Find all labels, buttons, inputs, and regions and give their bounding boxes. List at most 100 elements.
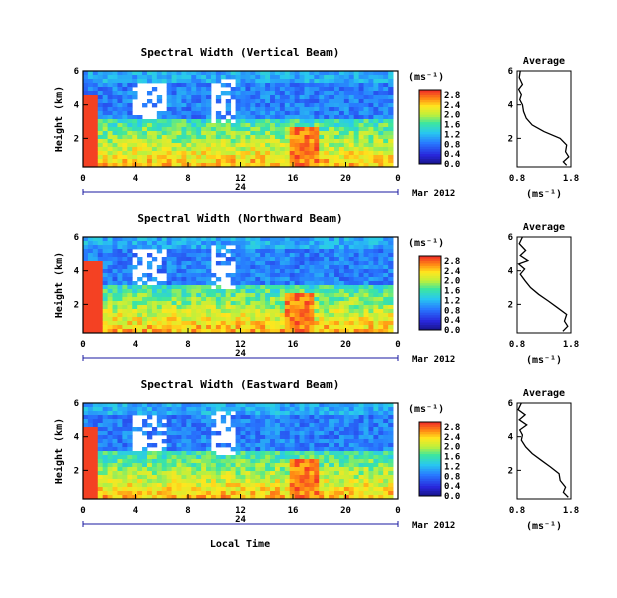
- heatmap-cell: [314, 71, 320, 76]
- heatmap-cell: [334, 471, 340, 476]
- heatmap-cell: [102, 99, 109, 104]
- heatmap-cell: [92, 75, 99, 80]
- heatmap-cell: [363, 427, 369, 432]
- heatmap-cell: [363, 265, 369, 270]
- heatmap-cell: [265, 475, 271, 480]
- heatmap-cell: [137, 411, 143, 416]
- heatmap-cell: [171, 431, 177, 436]
- heatmap-cell: [338, 483, 345, 488]
- heatmap-cell: [324, 487, 330, 492]
- heatmap-cell: [373, 491, 379, 496]
- heatmap-cell: [127, 83, 133, 88]
- heatmap-cell: [215, 293, 222, 298]
- heatmap-cell: [329, 103, 335, 108]
- heatmap-cell: [122, 431, 128, 436]
- heatmap-cell: [181, 159, 187, 164]
- heatmap-cell: [92, 111, 99, 116]
- heatmap-cell: [191, 407, 197, 412]
- heatmap-cell: [196, 269, 202, 274]
- heatmap-cell: [265, 269, 271, 274]
- heatmap-cell: [373, 427, 379, 432]
- heatmap-cell: [274, 301, 281, 306]
- heatmap-cell: [343, 249, 350, 254]
- heatmap-cell: [245, 305, 251, 310]
- heatmap-cell: [368, 297, 374, 302]
- heatmap-cell: [102, 245, 109, 250]
- heatmap-cell: [225, 321, 232, 326]
- heatmap-cell: [329, 71, 335, 76]
- heatmap-cell: [191, 463, 197, 468]
- heatmap-cell: [255, 261, 261, 266]
- heatmap-cell: [102, 313, 109, 318]
- heatmap-cell: [112, 483, 118, 488]
- heatmap-cell: [210, 491, 217, 496]
- heatmap-cell: [186, 407, 192, 412]
- heatmap-cell: [265, 107, 271, 112]
- heatmap-cell: [215, 407, 222, 412]
- heatmap-cell: [363, 301, 369, 306]
- heatmap-cell: [132, 131, 138, 136]
- heatmap-cell: [225, 471, 232, 476]
- heatmap-cell: [334, 71, 340, 76]
- heatmap-cell: [240, 103, 246, 108]
- heatmap-cell: [348, 475, 355, 480]
- heatmap-cell: [353, 443, 360, 448]
- heatmap-cell: [279, 495, 286, 500]
- heatmap-cell: [284, 491, 291, 496]
- heatmap-cell: [378, 71, 384, 76]
- heatmap-cell: [274, 439, 281, 444]
- heatmap-cell: [373, 131, 379, 136]
- heatmap-cell: [171, 285, 177, 290]
- heatmap-cell: [92, 305, 99, 310]
- heatmap-cell: [334, 313, 340, 318]
- heatmap-cell: [191, 103, 197, 108]
- heatmap-cell: [373, 407, 379, 412]
- heatmap-cell: [358, 241, 364, 246]
- heatmap-cell: [240, 411, 246, 416]
- heatmap-cell: [127, 111, 133, 116]
- heatmap-cell: [245, 163, 251, 168]
- heatmap-cell: [353, 127, 360, 132]
- heatmap-cell: [284, 423, 291, 428]
- heatmap-cell: [299, 83, 305, 88]
- heatmap-cell: [274, 487, 281, 492]
- heatmap-cell: [156, 281, 163, 286]
- heatmap-cell: [122, 411, 128, 416]
- heatmap-cell: [235, 95, 241, 100]
- heatmap-cell: [343, 257, 350, 262]
- heatmap-cell: [83, 273, 89, 278]
- heatmap-cell: [319, 403, 325, 408]
- heatmap-cell: [146, 75, 153, 80]
- heatmap-cell: [107, 127, 113, 132]
- heatmap-cell: [260, 293, 266, 298]
- heatmap-cell: [151, 289, 158, 294]
- heatmap-cell: [87, 277, 94, 282]
- heatmap-cell: [117, 151, 123, 156]
- heatmap-cell: [191, 261, 197, 266]
- heatmap-cell: [92, 463, 99, 468]
- heatmap-cell: [299, 127, 305, 132]
- heatmap-cell: [225, 75, 232, 80]
- heatmap-cell: [358, 313, 364, 318]
- heatmap-cell: [294, 71, 300, 76]
- heatmap-cell: [206, 321, 212, 326]
- heatmap-cell: [156, 135, 163, 140]
- heatmap-cell: [225, 403, 232, 408]
- heatmap-cell: [383, 159, 389, 164]
- heatmap-cell: [137, 131, 143, 136]
- heatmap-cell: [265, 411, 271, 416]
- heatmap-cell: [196, 285, 202, 290]
- heatmap-cell: [107, 123, 113, 128]
- heatmap-cell: [338, 111, 345, 116]
- heatmap-cell: [358, 329, 364, 334]
- heatmap-cell: [102, 443, 109, 448]
- heatmap-cell: [206, 107, 212, 112]
- heatmap-cell: [338, 253, 345, 258]
- heatmap-cell: [240, 317, 246, 322]
- heatmap-cell: [299, 325, 305, 330]
- heatmap-cell: [225, 443, 232, 448]
- heatmap-cell: [284, 95, 291, 100]
- heatmap-cell: [166, 491, 172, 496]
- heatmap-cell: [156, 127, 163, 132]
